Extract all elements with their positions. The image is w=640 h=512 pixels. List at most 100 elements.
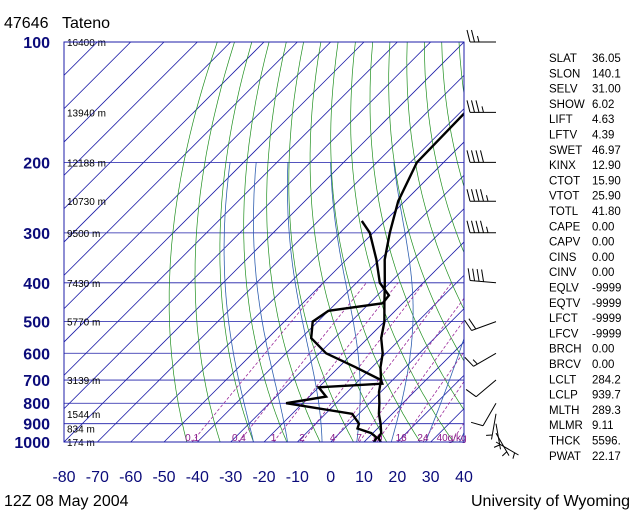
dry-adiabat [194, 42, 235, 442]
wind-half-barb [486, 195, 489, 202]
index-value: 289.3 [592, 405, 621, 417]
index-value: 36.05 [592, 53, 621, 65]
wind-barb [466, 100, 496, 113]
index-name: PWAT [549, 451, 581, 463]
pressure-tick-label: 200 [23, 155, 50, 172]
wind-barb [466, 220, 496, 234]
mixing-ratio-line [422, 380, 464, 442]
dry-adiabat [243, 42, 288, 442]
dry-adiabat [388, 42, 464, 362]
wind-staff [471, 321, 497, 331]
height-label: 13940 m [67, 108, 106, 119]
wind-full-barb [471, 100, 475, 113]
index-value: 939.7 [592, 390, 621, 402]
wind-barb [465, 379, 497, 398]
temperature-tick-label: 20 [388, 469, 406, 486]
index-value: 46.97 [592, 145, 621, 157]
height-label: 3139 m [67, 376, 100, 387]
temperature-tick-label: -10 [286, 469, 309, 486]
index-name: SHOW [549, 99, 585, 111]
wind-half-barb [472, 359, 478, 365]
wind-barb [493, 423, 501, 450]
isotherm [531, 42, 640, 442]
wind-full-barb [480, 220, 484, 233]
height-label: 5770 m [67, 318, 100, 329]
index-value: -9999 [592, 328, 621, 340]
wind-full-barb [475, 100, 480, 113]
wind-full-barb [471, 220, 475, 233]
index-name: SLAT [549, 53, 577, 65]
index-name: LFCT [549, 313, 578, 325]
index-name: CINV [549, 267, 577, 279]
index-name: CINS [549, 252, 577, 264]
wind-full-barb [481, 269, 485, 282]
temperature-tick-label: -70 [86, 469, 109, 486]
wind-barb [466, 29, 496, 43]
isotherm [64, 42, 265, 243]
index-value: 31.00 [592, 84, 621, 96]
wind-barb [466, 189, 496, 202]
wind-barb [464, 352, 497, 367]
index-value: 15.90 [592, 175, 621, 187]
wind-full-barb [466, 100, 471, 113]
wind-full-barb [471, 150, 475, 163]
index-value: 0.00 [592, 359, 614, 371]
index-value: 0.00 [592, 237, 614, 249]
mixing-ratio-line [358, 297, 464, 442]
temperature-tick-label: -20 [252, 469, 275, 486]
wind-full-barb [471, 29, 475, 43]
wind-full-barb [475, 189, 480, 202]
index-value: 284.2 [592, 374, 621, 386]
temperature-tick-label: -80 [52, 469, 75, 486]
index-value: 140.1 [592, 68, 621, 80]
dry-adiabat [369, 42, 464, 411]
index-name: LIFT [549, 114, 573, 126]
dry-adiabat [266, 42, 321, 442]
isotherm [330, 308, 464, 442]
wind-full-barb [466, 150, 471, 163]
moist-adiabat [425, 337, 464, 442]
temperature-tick-label: 0 [326, 469, 335, 486]
wind-half-barb [512, 452, 516, 459]
mixing-ratio-label: 2 [299, 433, 305, 444]
mixing-ratio-line [400, 351, 464, 442]
index-name: VTOT [549, 191, 579, 203]
temperature-tick-label: -50 [152, 469, 175, 486]
mixing-ratio-label: 40g/kg [437, 433, 467, 444]
index-name: KINX [549, 160, 576, 172]
wind-full-barb [470, 421, 484, 427]
isotherm [64, 42, 365, 343]
mixing-ratio-label: 0.4 [232, 433, 246, 444]
wind-full-barb [465, 389, 477, 398]
index-name: MLMR [549, 420, 583, 432]
index-value: 0.00 [592, 267, 614, 279]
temperature-profile [377, 111, 464, 442]
index-value: -9999 [592, 313, 621, 325]
index-value: -9999 [592, 298, 621, 310]
wind-full-barb [464, 319, 472, 331]
mixing-ratio-label: 1 [271, 433, 277, 444]
temperature-tick-label: -30 [219, 469, 242, 486]
index-value: 9.11 [592, 420, 614, 432]
isotherm [64, 42, 131, 110]
pressure-tick-label: 600 [23, 346, 50, 363]
dry-adiabat [288, 42, 354, 442]
index-name: EQLV [549, 283, 579, 295]
dry-adiabat [219, 42, 254, 442]
height-label: 10730 m [67, 197, 106, 208]
index-name: SWET [549, 145, 582, 157]
index-name: THCK [549, 436, 581, 448]
dry-adiabat [330, 42, 421, 442]
height-labels: 16400 m 13940 m 12188 m 10730 m 9500 m 7430 m… [67, 38, 106, 449]
wind-half-barb [481, 106, 484, 113]
index-value: -9999 [592, 283, 621, 295]
isotherm [64, 42, 464, 442]
wind-full-barb [475, 220, 480, 233]
pressure-tick-label: 1000 [14, 435, 50, 452]
index-name: LCLP [549, 390, 578, 402]
station-name: Tateno [62, 15, 110, 32]
isotherm [64, 42, 331, 310]
wind-half-barb [501, 451, 508, 457]
moist-adiabat [287, 162, 323, 442]
